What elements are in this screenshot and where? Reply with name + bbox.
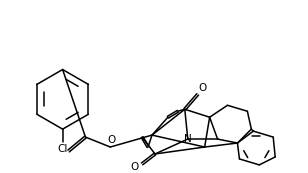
Text: N: N bbox=[184, 134, 192, 144]
Text: O: O bbox=[107, 135, 116, 145]
Text: Cl: Cl bbox=[57, 144, 68, 154]
Text: O: O bbox=[130, 162, 138, 172]
Text: O: O bbox=[199, 83, 207, 93]
